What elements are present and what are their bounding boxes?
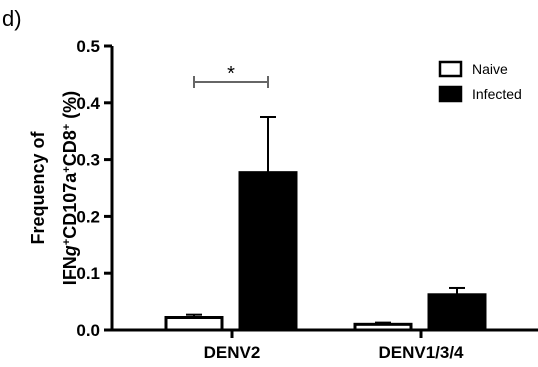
legend-label-infected: Infected bbox=[472, 86, 522, 102]
ylabel-cd107a: CD107a bbox=[60, 172, 80, 239]
bar-naive-denv134 bbox=[353, 322, 413, 332]
y-tick-label: 0.4 bbox=[76, 94, 100, 113]
y-tick-label: 0.0 bbox=[76, 321, 100, 340]
legend: Naive Infected bbox=[438, 60, 522, 103]
y-tick-label: 0.5 bbox=[76, 37, 100, 56]
ylabel-sup3: + bbox=[61, 124, 73, 130]
significance-star: * bbox=[227, 63, 235, 85]
y-axis-label-line1: Frequency of bbox=[28, 130, 48, 244]
bar-infected-denv134 bbox=[427, 293, 487, 332]
y-axis-label-line2: IFNg+CD107a+CD8+ (%) bbox=[60, 91, 80, 285]
legend-swatch-naive bbox=[438, 60, 463, 78]
ylabel-ifn: IFN bbox=[60, 256, 80, 285]
x-tick-label: DENV2 bbox=[204, 343, 261, 362]
ylabel-sup2: + bbox=[61, 166, 73, 172]
y-tick-label: 0.1 bbox=[76, 264, 100, 283]
ylabel-pct: (%) bbox=[60, 91, 80, 124]
axes: 0.0 0.1 0.2 0.3 0.4 0.5 DENV2 DENV1/3/4 bbox=[76, 37, 538, 362]
y-axis-label: Frequency of bbox=[28, 130, 48, 244]
legend-swatch-infected bbox=[438, 85, 463, 103]
x-tick-label: DENV1/3/4 bbox=[378, 343, 464, 362]
panel-label: d) bbox=[2, 6, 22, 31]
ylabel-sup1: + bbox=[61, 239, 73, 245]
y-tick-label: 0.2 bbox=[76, 207, 100, 226]
legend-label-naive: Naive bbox=[472, 61, 508, 77]
y-tick-label: 0.3 bbox=[76, 151, 100, 170]
ylabel-g: g bbox=[60, 245, 80, 257]
bars: * bbox=[164, 63, 487, 332]
bar-naive-denv2 bbox=[164, 316, 224, 332]
bar-infected-denv2 bbox=[238, 171, 298, 332]
ylabel-cd8: CD8 bbox=[60, 130, 80, 166]
